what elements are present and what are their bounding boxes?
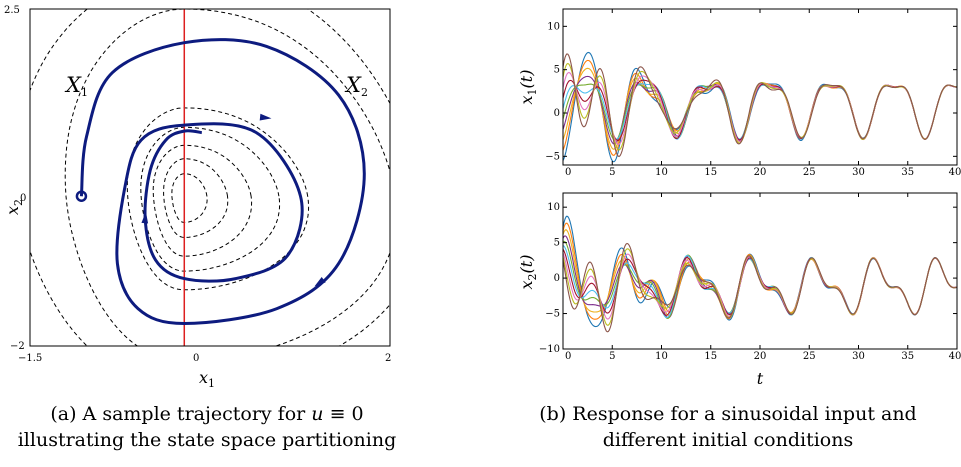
panel-b-top-x1: 0 5 10 15 20 25 30 35 40 10 5 0 −5 x1(t) bbox=[517, 8, 961, 178]
trajectory-arrow-icon bbox=[314, 276, 326, 287]
x1-series-line bbox=[563, 59, 957, 156]
x-tick-label: 35 bbox=[901, 351, 914, 362]
axes-frame-a bbox=[29, 8, 391, 347]
level-set-curve bbox=[140, 126, 281, 272]
x2-series-lines bbox=[563, 215, 957, 333]
y-tick-label: −2 bbox=[10, 341, 25, 352]
x-tick-label: 15 bbox=[704, 351, 717, 362]
x-axis-label-t: t bbox=[757, 369, 764, 388]
caption-a-line-2: illustrating the state space partitionin… bbox=[18, 429, 397, 451]
axes-frame-b-bottom bbox=[562, 192, 958, 350]
y-tick-label: −10 bbox=[539, 344, 560, 355]
trajectory-arrow-icon bbox=[259, 113, 272, 121]
x-tick-label: 10 bbox=[655, 167, 668, 178]
x2-series-line bbox=[563, 222, 957, 320]
x1-series-line bbox=[563, 83, 957, 140]
panel-b-bottom-x2: 0 5 10 15 20 25 30 35 40 10 5 0 −5 −10 x2(t) t (b) Re… bbox=[517, 192, 961, 451]
y-tick-label: 2.5 bbox=[4, 5, 20, 16]
x-tick-label: 10 bbox=[655, 351, 668, 362]
x-tick-label: 2 bbox=[385, 353, 391, 364]
level-set-contours bbox=[30, 9, 390, 346]
level-set-curve bbox=[171, 173, 208, 223]
trajectory-arrow-icon bbox=[141, 211, 149, 224]
x-tick-label: 5 bbox=[609, 167, 615, 178]
x-tick-label: 35 bbox=[901, 167, 914, 178]
x-tick-label: 30 bbox=[852, 351, 865, 362]
x-tick-label: 0 bbox=[565, 351, 571, 362]
x-tick-label: 25 bbox=[803, 351, 816, 362]
level-set-curve bbox=[126, 107, 310, 291]
y-tick-label: −5 bbox=[545, 151, 560, 162]
y-tick-label: 0 bbox=[554, 273, 560, 284]
x-tick-label: −1.5 bbox=[18, 353, 42, 364]
panel-a-phase-portrait: 2.5 0 −2 −1.5 0 2 x1 x2 X1 X2 (a) A samp… bbox=[3, 5, 397, 451]
x-tick-label: 25 bbox=[803, 167, 816, 178]
trajectory-arrows bbox=[141, 113, 326, 287]
region-label-x2: X2 bbox=[344, 73, 368, 99]
y-tick-label: 0 bbox=[20, 193, 26, 204]
x1-series-line bbox=[563, 67, 957, 150]
x-tick-label: 0 bbox=[193, 353, 199, 364]
y-axis-label-x2: x2(t) bbox=[517, 255, 539, 290]
x-tick-label: 20 bbox=[754, 167, 767, 178]
caption-a-line-1: (a) A sample trajectory for u ≡ 0 bbox=[50, 403, 363, 425]
x-tick-label: 40 bbox=[949, 351, 961, 362]
x-tick-label: 5 bbox=[609, 351, 615, 362]
y-tick-label: 10 bbox=[547, 202, 560, 213]
y-tick-label: 5 bbox=[554, 65, 560, 76]
x-tick-label: 0 bbox=[565, 167, 571, 178]
caption-b-line-2: different initial conditions bbox=[603, 429, 853, 451]
level-set-curve bbox=[64, 9, 390, 346]
caption-b-line-1: (b) Response for a sinusoidal input and bbox=[539, 403, 916, 425]
x2-series-line bbox=[563, 215, 957, 328]
x2-series-line bbox=[563, 229, 957, 318]
x2-series-line bbox=[563, 242, 957, 333]
x-tick-label: 40 bbox=[949, 167, 961, 178]
y-tick-label: 5 bbox=[554, 238, 560, 249]
x1-axis-ticks: 0 5 10 15 20 25 30 35 40 10 5 0 −5 bbox=[545, 9, 961, 178]
level-set-curve bbox=[152, 144, 253, 257]
y-tick-label: 0 bbox=[554, 108, 560, 119]
x2-axis-ticks: 0 5 10 15 20 25 30 35 40 10 5 0 −5 −10 bbox=[539, 193, 961, 362]
x1-series-line bbox=[563, 53, 957, 158]
region-label-x1: X1 bbox=[64, 73, 88, 99]
trajectory-curve bbox=[79, 38, 366, 326]
x-axis-label: x1 bbox=[199, 368, 215, 390]
x-tick-label: 20 bbox=[754, 351, 767, 362]
x1-series-line bbox=[563, 62, 957, 151]
y-axis-label: x2 bbox=[3, 199, 25, 215]
x1-series-lines bbox=[563, 51, 957, 163]
y-axis-label-x1: x1(t) bbox=[517, 70, 539, 105]
level-set-curve bbox=[163, 158, 229, 238]
trajectory-start-marker bbox=[75, 190, 88, 202]
x-tick-label: 30 bbox=[852, 167, 865, 178]
x-tick-label: 15 bbox=[704, 167, 717, 178]
y-tick-label: 10 bbox=[547, 21, 560, 32]
y-tick-label: −5 bbox=[545, 309, 560, 320]
